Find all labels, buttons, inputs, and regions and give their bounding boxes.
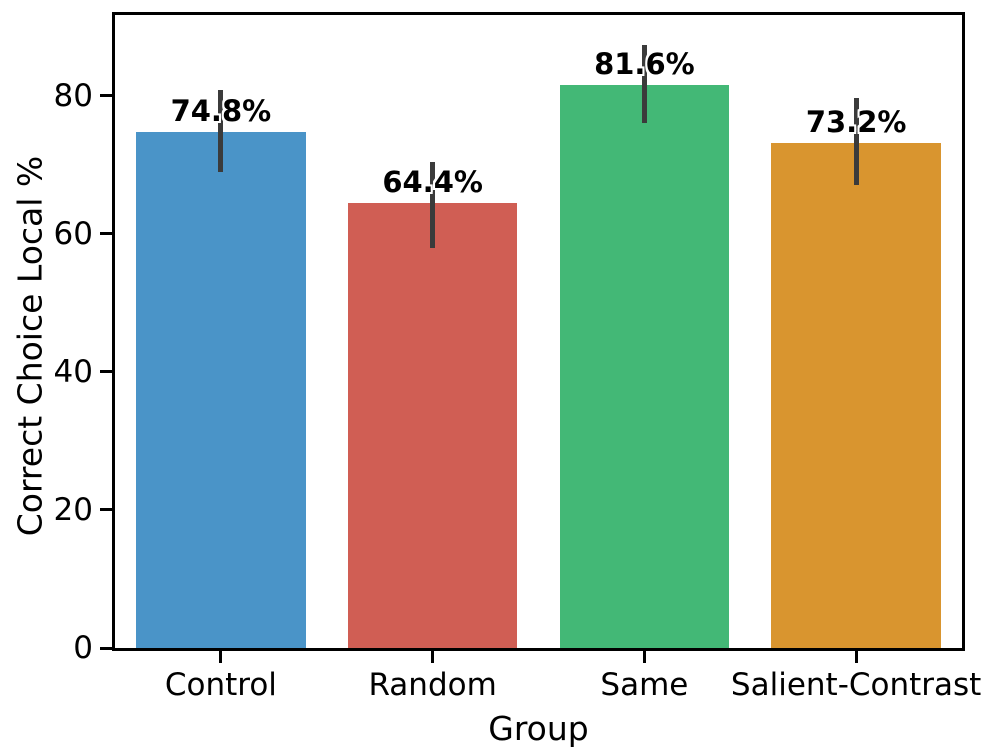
value-label-control: 74.8% xyxy=(170,93,272,128)
x-tick-label-salient-contrast: Salient-Contrast xyxy=(730,667,982,703)
x-tick-mark xyxy=(642,651,646,663)
y-tick-label-40: 40 xyxy=(53,353,93,390)
y-tick-label-80: 80 xyxy=(53,77,93,114)
y-tick-mark xyxy=(100,508,112,512)
y-tick-label-60: 60 xyxy=(53,215,93,252)
error-bar-same xyxy=(641,44,647,123)
x-tick-mark xyxy=(219,651,223,663)
bar-control xyxy=(136,131,306,648)
y-tick-label-20: 20 xyxy=(53,491,93,528)
plot-area: 74.8% 64.4% 81.6% 73.2% 0 20 40 60 80 Control Ra… xyxy=(54,12,981,745)
y-tick-mark xyxy=(100,370,112,374)
y-tick-label-0: 0 xyxy=(73,630,93,666)
x-tick-label-same: Same xyxy=(600,667,689,703)
value-label-random: 64.4% xyxy=(382,165,483,200)
error-bar-salient-contrast xyxy=(853,97,859,185)
value-label-salient-contrast: 73.2% xyxy=(805,104,907,139)
x-tick-mark xyxy=(431,651,435,663)
y-tick-mark xyxy=(100,94,112,98)
y-axis-label: Correct Choice Local % xyxy=(10,155,50,537)
bar-random xyxy=(347,203,518,648)
error-bar-control xyxy=(218,90,224,172)
y-tick-mark xyxy=(100,232,112,236)
bar-salient-contrast xyxy=(771,142,941,648)
x-axis-label: Group xyxy=(488,709,589,748)
x-tick-label-control: Control xyxy=(164,667,277,703)
x-tick-mark xyxy=(854,651,858,663)
x-tick-label-random: Random xyxy=(368,667,497,703)
value-label-same: 81.6% xyxy=(594,46,695,81)
error-bar-random xyxy=(430,162,436,248)
y-tick-mark xyxy=(100,646,112,650)
bar-same xyxy=(559,84,730,648)
